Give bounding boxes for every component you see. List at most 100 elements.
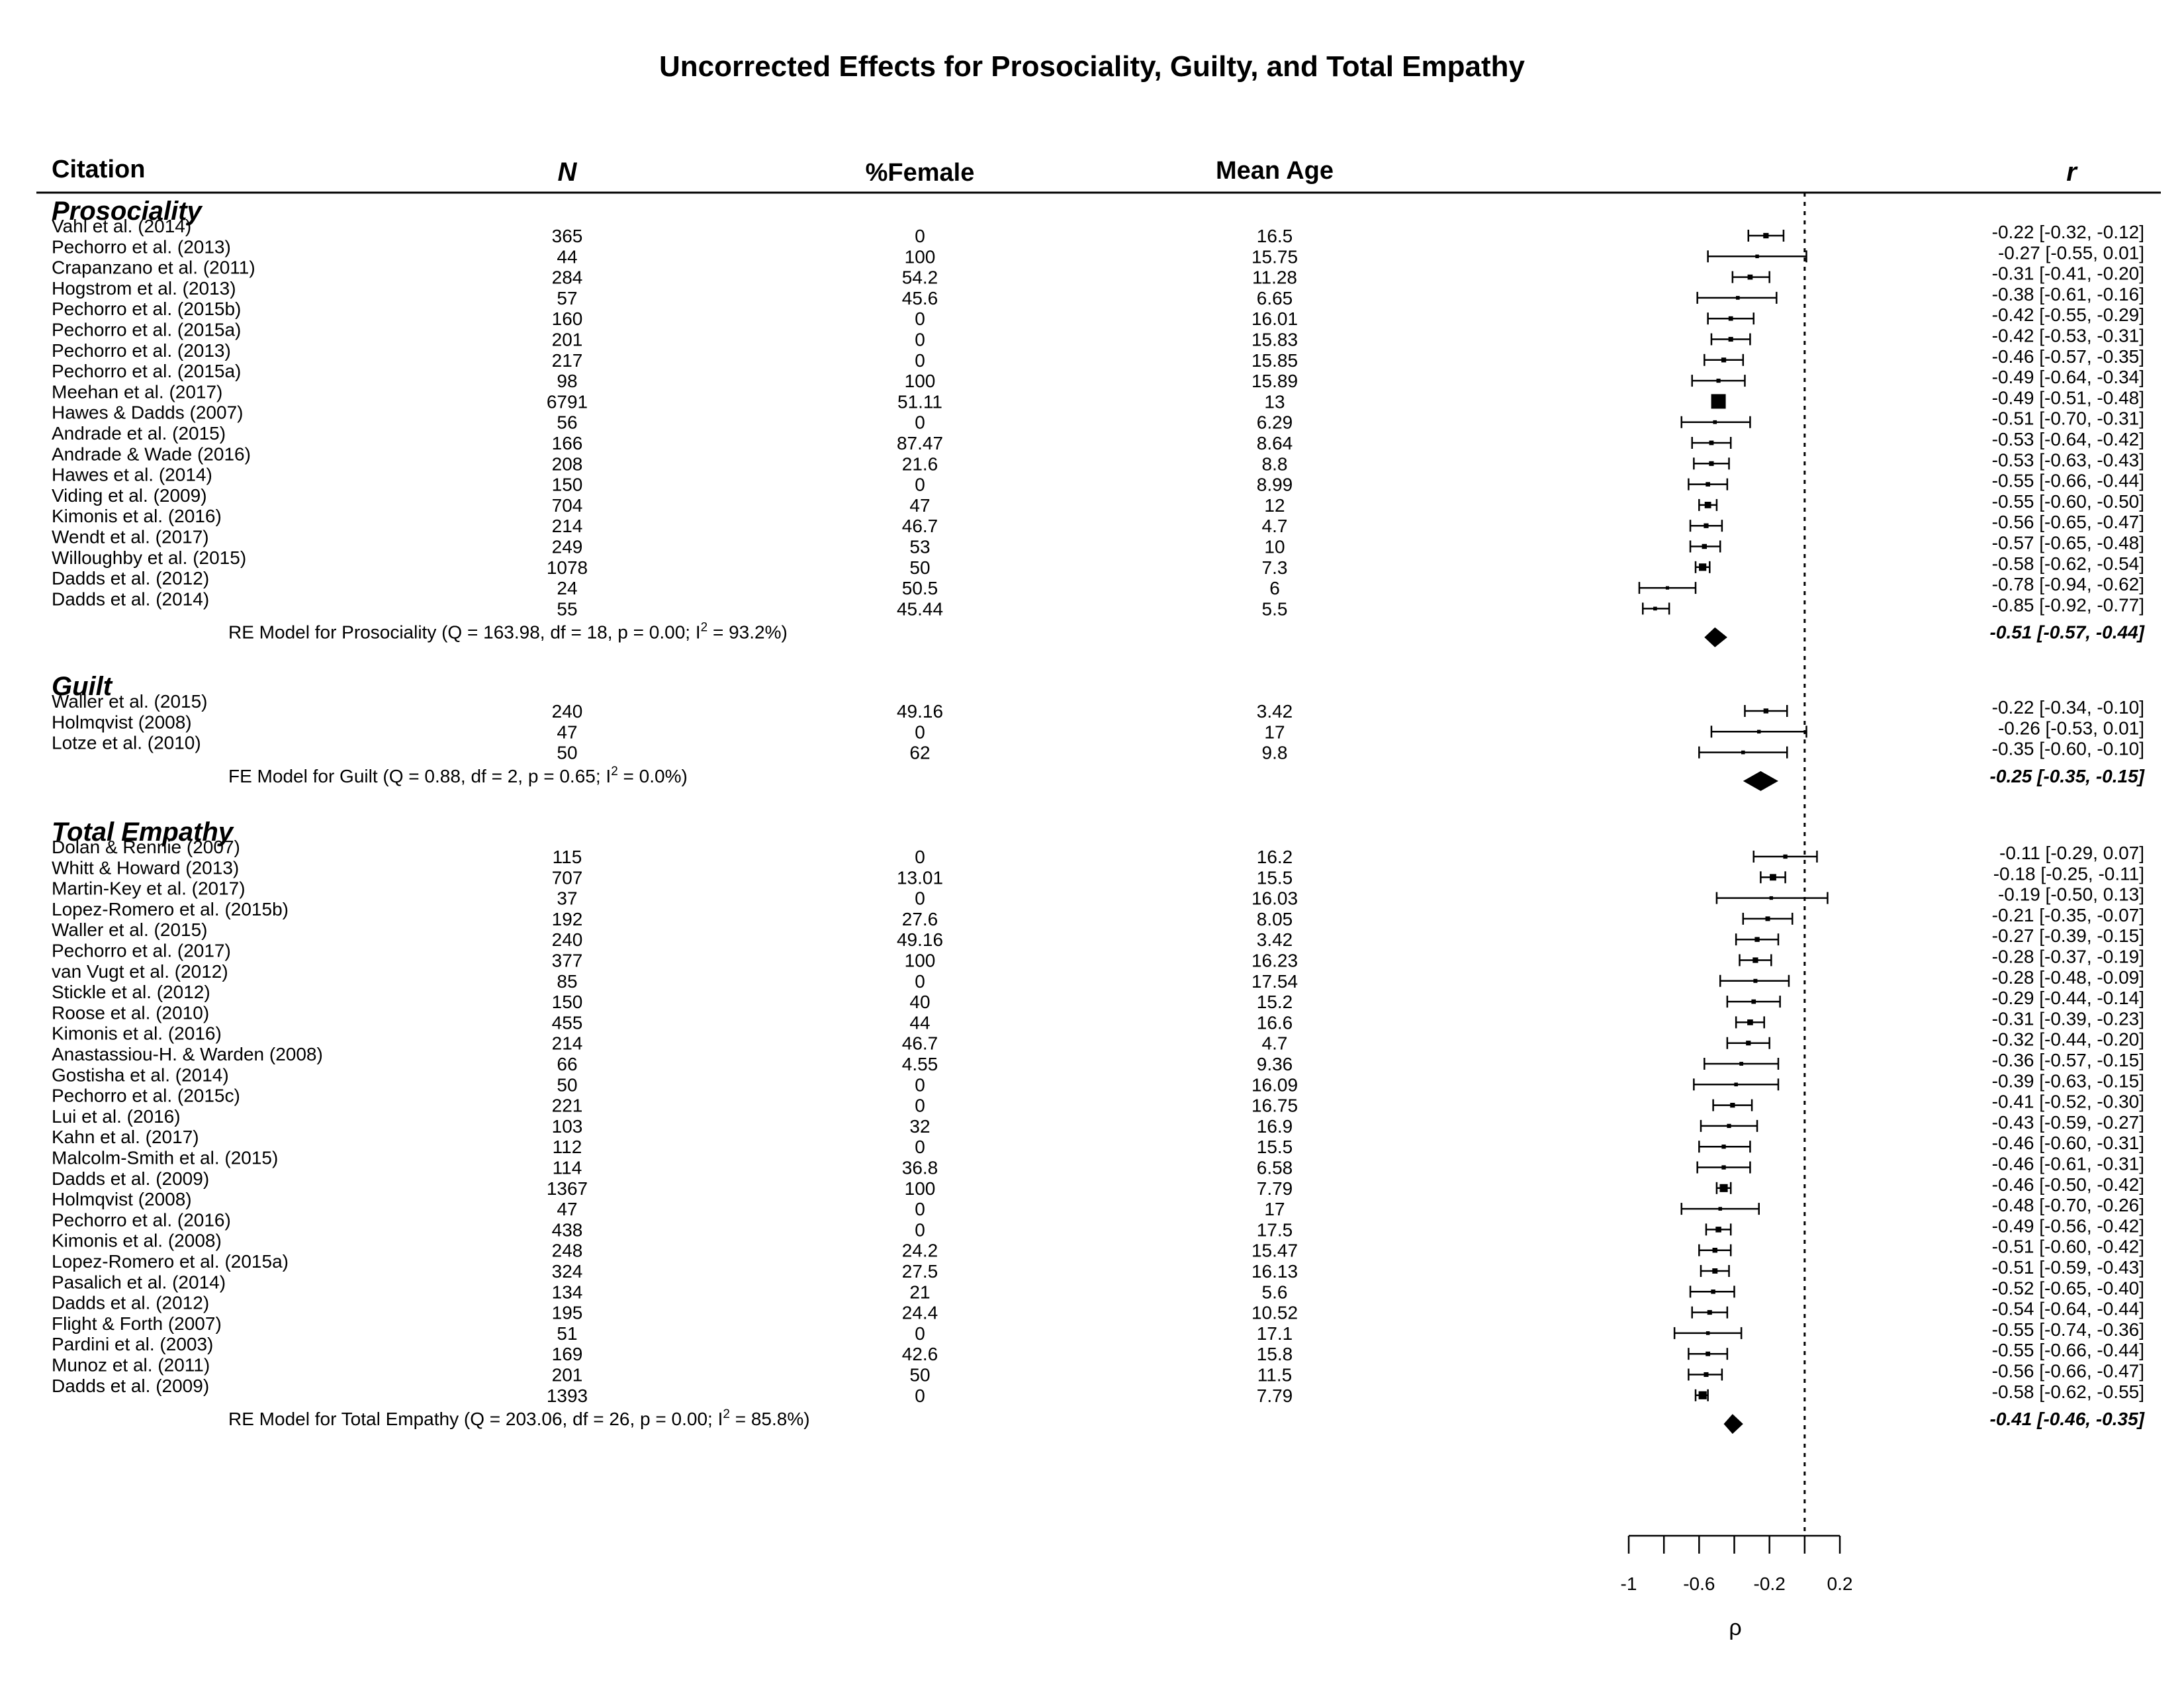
- study-age: 15.83: [1251, 330, 1298, 350]
- study-citation: Dadds et al. (2012): [52, 568, 209, 588]
- point-estimate-square: [1783, 854, 1788, 859]
- study-age: 16.23: [1251, 951, 1298, 971]
- study-female: 0: [915, 475, 925, 495]
- study-row: Whitt & Howard (2013) 707 13.01 15.5 -0.18 […: [52, 857, 2144, 888]
- point-estimate-square: [1665, 586, 1670, 590]
- study-n: 284: [552, 267, 583, 288]
- study-citation: Pechorro et al. (2016): [52, 1209, 231, 1230]
- summary-row: RE Model for Prosociality (Q = 163.98, d…: [228, 621, 2146, 647]
- study-citation: Wendt et al. (2017): [52, 527, 209, 547]
- study-citation: Viding et al. (2009): [52, 485, 207, 506]
- study-ci-text: -0.51 [-0.60, -0.42]: [1992, 1237, 2144, 1257]
- study-n: 365: [552, 226, 583, 246]
- point-estimate-square: [1752, 957, 1758, 963]
- point-estimate-square: [1763, 708, 1769, 714]
- study-citation: Willoughby et al. (2015): [52, 547, 246, 568]
- study-n: 37: [557, 888, 577, 909]
- study-n: 240: [552, 701, 583, 722]
- study-citation: Roose et al. (2010): [52, 1002, 209, 1023]
- study-n: 201: [552, 1365, 583, 1385]
- study-row: Dadds et al. (2014) 55 45.44 5.5 -0.85 [-0.9…: [52, 588, 2144, 619]
- study-age: 3.42: [1257, 929, 1293, 950]
- study-n: 214: [552, 516, 583, 536]
- study-citation: Andrade & Wade (2016): [52, 444, 251, 464]
- study-citation: Holmqvist (2008): [52, 712, 192, 732]
- study-n: 240: [552, 929, 583, 950]
- study-n: 1367: [547, 1178, 588, 1199]
- study-ci-text: -0.49 [-0.51, -0.48]: [1992, 387, 2144, 408]
- study-age: 16.01: [1251, 308, 1298, 329]
- study-age: 17.54: [1251, 971, 1298, 992]
- study-female: 0: [915, 308, 925, 329]
- study-n: 103: [552, 1116, 583, 1137]
- study-age: 13: [1264, 391, 1285, 412]
- study-female: 45.6: [902, 288, 938, 308]
- study-age: 8.99: [1257, 475, 1293, 495]
- study-age: 4.7: [1262, 1033, 1288, 1054]
- study-age: 8.05: [1257, 909, 1293, 929]
- study-age: 3.42: [1257, 701, 1293, 722]
- study-n: 438: [552, 1219, 583, 1240]
- study-n: 217: [552, 350, 583, 371]
- study-ci-text: -0.19 [-0.50, 0.13]: [1998, 884, 2144, 905]
- study-female: 27.5: [902, 1261, 938, 1282]
- study-row: Crapanzano et al. (2011) 284 54.2 11.28 -0.3…: [52, 258, 2144, 288]
- study-row: Dadds et al. (2009) 1367 100 7.79 -0.46 [-0.…: [52, 1168, 2144, 1199]
- study-row: Pechorro et al. (2013) 217 0 15.85 -0.46 [-0…: [52, 340, 2144, 371]
- study-female: 50: [909, 1365, 930, 1385]
- study-row: Wendt et al. (2017) 249 53 10 -0.57 [-0.65, …: [52, 527, 2144, 557]
- study-ci-text: -0.49 [-0.56, -0.42]: [1992, 1215, 2144, 1236]
- study-row: Flight & Forth (2007) 51 0 17.1 -0.55 [-0.74…: [52, 1313, 2144, 1344]
- header-female: %Female: [866, 159, 975, 187]
- study-female: 21: [909, 1282, 930, 1302]
- study-age: 15.5: [1257, 1137, 1293, 1157]
- study-ci-text: -0.11 [-0.29, 0.07]: [1999, 843, 2144, 863]
- point-estimate-square: [1754, 937, 1760, 942]
- study-row: Lopez-Romero et al. (2015a) 324 27.5 16.13 -…: [52, 1251, 2144, 1282]
- study-citation: Pechorro et al. (2017): [52, 941, 231, 961]
- study-female: 54.2: [902, 267, 938, 288]
- study-row: Vahl et al. (2014) 365 0 16.5 -0.22 [-0.32, …: [52, 216, 2144, 246]
- study-female: 24.4: [902, 1303, 938, 1323]
- summary-label: RE Model for Prosociality (Q = 163.98, d…: [228, 621, 788, 643]
- summary-row: RE Model for Total Empathy (Q = 203.06, …: [228, 1407, 2146, 1434]
- study-female: 100: [905, 371, 936, 391]
- study-n: 324: [552, 1261, 583, 1282]
- study-citation: Hogstrom et al. (2013): [52, 278, 236, 299]
- study-row: Waller et al. (2015) 240 49.16 3.42 -0.22 [-…: [52, 691, 2144, 722]
- point-estimate-square: [1735, 296, 1740, 300]
- point-estimate-square: [1713, 420, 1717, 424]
- study-n: 377: [552, 951, 583, 971]
- study-citation: Holmqvist (2008): [52, 1189, 192, 1209]
- study-age: 15.5: [1257, 867, 1293, 888]
- point-estimate-square: [1765, 916, 1770, 921]
- study-female: 0: [915, 1096, 925, 1116]
- study-ci-text: -0.32 [-0.44, -0.20]: [1992, 1029, 2144, 1050]
- study-n: 1393: [547, 1385, 588, 1406]
- study-female: 50: [909, 557, 930, 578]
- study-row: Gostisha et al. (2014) 50 0 16.09 -0.39 [-0.…: [52, 1064, 2144, 1095]
- study-n: 44: [557, 246, 577, 267]
- study-citation: Pechorro et al. (2015a): [52, 320, 241, 340]
- study-female: 0: [915, 1074, 925, 1095]
- study-row: Dadds et al. (2009) 1393 0 7.79 -0.58 [-0.62…: [52, 1376, 2144, 1406]
- study-citation: Dadds et al. (2014): [52, 588, 209, 609]
- point-estimate-square: [1711, 394, 1726, 409]
- study-ci-text: -0.48 [-0.70, -0.26]: [1992, 1195, 2144, 1215]
- point-estimate-square: [1719, 1184, 1728, 1192]
- study-row: Pechorro et al. (2015a) 201 0 15.83 -0.42 [-…: [52, 320, 2144, 350]
- study-citation: Pechorro et al. (2013): [52, 340, 231, 361]
- study-citation: Hawes & Dadds (2007): [52, 402, 243, 423]
- study-citation: Lui et al. (2016): [52, 1106, 181, 1127]
- study-female: 0: [915, 412, 925, 433]
- study-n: 248: [552, 1241, 583, 1261]
- study-n: 98: [557, 371, 577, 391]
- study-age: 16.75: [1251, 1096, 1298, 1116]
- study-row: Lotze et al. (2010) 50 62 9.8 -0.35 [-0.60, …: [52, 733, 2144, 763]
- study-female: 0: [915, 1219, 925, 1240]
- study-n: 55: [557, 598, 577, 619]
- study-citation: Dadds et al. (2009): [52, 1168, 209, 1189]
- study-citation: Hawes et al. (2014): [52, 465, 212, 485]
- study-age: 6.29: [1257, 412, 1293, 433]
